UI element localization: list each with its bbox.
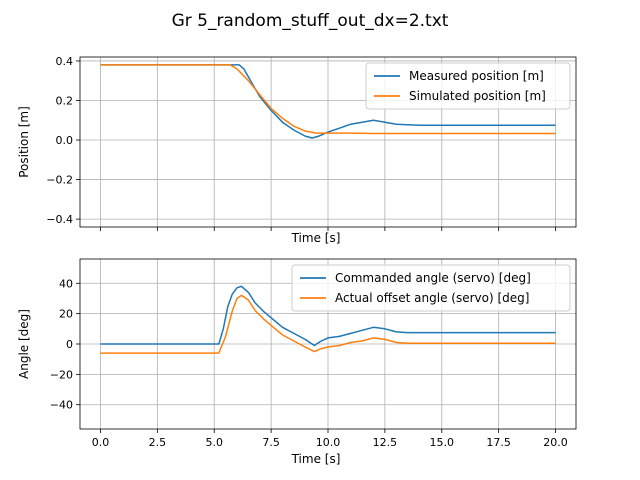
legend-box (365, 62, 571, 110)
legend: Commanded angle (servo) [deg] Actual offs… (291, 264, 571, 312)
x-axis-label: Time [s] (291, 452, 341, 466)
figure-title: Gr 5_random_stuff_out_dx=2.txt (172, 11, 449, 31)
x-tick-label: 15.0 (430, 436, 455, 449)
x-tick-label: 5.0 (205, 436, 223, 449)
y-tick-label: 40 (59, 277, 73, 290)
y-tick-label: −0.4 (46, 213, 73, 226)
y-tick-label: 0.0 (56, 134, 74, 147)
y-tick-label: −40 (50, 399, 73, 412)
x-tick-label: 12.5 (373, 436, 398, 449)
y-tick-label: 20 (59, 308, 73, 321)
y-tick-label: −20 (50, 368, 73, 381)
series-line-1 (100, 64, 556, 139)
x-tick-label: 2.5 (149, 436, 167, 449)
legend-box (291, 264, 571, 312)
x-tick-label: 0.0 (92, 436, 110, 449)
x-tick-label: 7.5 (262, 436, 280, 449)
legend-label-2: Actual offset angle (servo) [deg] (335, 291, 529, 305)
x-axis-label: Time [s] (291, 231, 341, 245)
legend-label-1: Measured position [m] (409, 69, 544, 83)
y-axis-label: Angle [deg] (17, 309, 31, 379)
legend: Measured position [m] Simulated position … (365, 62, 571, 110)
legend-label-2: Simulated position [m] (409, 89, 546, 103)
position-subplot: −0.4 −0.2 0.0 0.2 0.4 Time [s] Position [m] Mea… (17, 55, 577, 245)
x-tick-label: 17.5 (486, 436, 511, 449)
y-tick-label: 0.2 (56, 94, 74, 107)
series-line-1 (100, 285, 556, 347)
y-tick-label: −0.2 (46, 174, 73, 187)
x-tick-label: 20.0 (543, 436, 568, 449)
series-line-2 (100, 64, 556, 135)
y-tick-label: 0.4 (56, 55, 74, 68)
y-axis-label: Position [m] (17, 106, 31, 178)
legend-label-1: Commanded angle (servo) [deg] (335, 271, 531, 285)
y-tick-label: 0 (66, 338, 73, 351)
angle-subplot: 0.0 2.5 5.0 7.5 10.0 12.5 15.0 17.5 20.0 −40 −20 0 2… (17, 258, 577, 466)
x-tick-label: 10.0 (316, 436, 341, 449)
series-line-2 (100, 294, 556, 354)
